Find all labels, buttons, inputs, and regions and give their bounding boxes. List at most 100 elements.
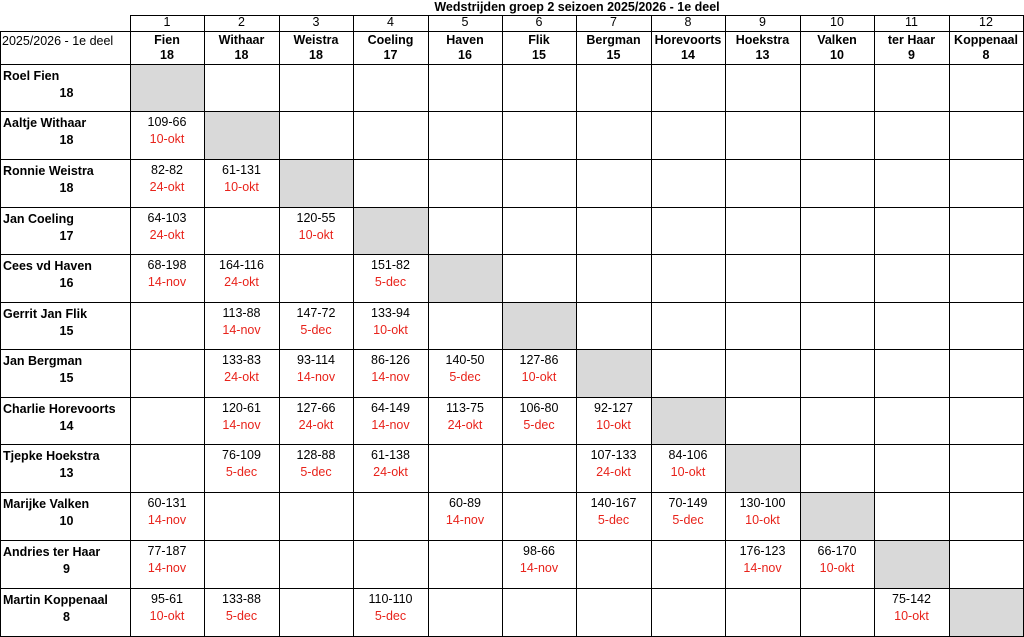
match-cell: 64-103 24-okt (130, 207, 204, 254)
column-header: ter Haar 9 (874, 31, 949, 64)
grid-line-horizontal (0, 349, 1024, 350)
match-score: 106-80 (519, 401, 559, 415)
match-date: 14-nov (743, 561, 782, 575)
column-header: Haven 16 (428, 31, 502, 64)
column-player-points: 17 (383, 48, 398, 62)
row-player-points: 18 (59, 133, 74, 147)
grid-line-horizontal (0, 540, 1024, 541)
match-date: 5-dec (449, 370, 481, 384)
match-cell: 61-131 10-okt (204, 159, 279, 207)
match-date: 24-okt (224, 275, 259, 289)
match-score: 133-83 (222, 353, 261, 367)
match-date: 14-nov (222, 418, 261, 432)
match-score: 113-75 (446, 401, 484, 415)
match-score: 75-142 (892, 592, 931, 606)
match-score: 64-149 (371, 401, 410, 415)
match-date: 5-dec (374, 609, 407, 623)
match-score: 120-55 (296, 211, 336, 225)
match-date: 14-nov (371, 370, 410, 384)
match-cell: 109-66 10-okt (130, 111, 204, 159)
grid-line-vertical (428, 15, 429, 637)
column-number: 5 (461, 15, 469, 29)
diagonal-cell (130, 64, 204, 111)
match-date: 24-okt (149, 180, 185, 194)
column-header: Koppenaal 8 (949, 31, 1023, 64)
diagonal-cell (279, 159, 353, 207)
match-cell: 82-82 24-okt (130, 159, 204, 207)
match-score: 93-114 (297, 353, 335, 367)
diagonal-cell (725, 444, 800, 492)
diagonal-cell (874, 540, 949, 588)
sheet-title: Wedstrijden groep 2 seizoen 2025/2026 - … (434, 0, 720, 14)
row-player-points: 17 (59, 229, 74, 243)
column-player-points: 18 (309, 48, 323, 62)
grid-line-horizontal (0, 64, 1024, 65)
match-score: 95-61 (151, 592, 183, 606)
row-header: Jan Bergman 15 (0, 349, 130, 397)
match-cell: 60-89 14-nov (428, 492, 502, 540)
diagonal-cell (353, 207, 428, 254)
match-score: 128-88 (296, 448, 336, 462)
match-score: 147-72 (296, 306, 336, 320)
match-score: 120-61 (222, 401, 261, 415)
match-date: 10-okt (894, 609, 929, 623)
match-date: 14-nov (147, 561, 187, 575)
row-header: Roel Fien 18 (0, 64, 130, 111)
match-score: 60-89 (449, 496, 481, 510)
match-date: 24-okt (298, 418, 334, 432)
grid-line-horizontal (0, 397, 1024, 398)
row-header: Marijke Valken 10 (0, 492, 130, 540)
match-score: 76-109 (222, 448, 261, 462)
column-player-points: 16 (458, 48, 472, 62)
grid-line-vertical (0, 31, 1, 637)
row-player-name: Aaltje Withaar (3, 116, 87, 130)
match-date: 14-nov (445, 513, 485, 527)
grid-line-vertical (279, 15, 280, 637)
match-cell: 113-75 24-okt (428, 397, 502, 444)
row-header: Ronnie Weistra 18 (0, 159, 130, 207)
match-date: 5-dec (225, 609, 258, 623)
grid-line-vertical (800, 15, 801, 637)
match-cell: 128-88 5-dec (279, 444, 353, 492)
match-cell: 60-131 14-nov (130, 492, 204, 540)
grid-line-vertical (502, 15, 503, 637)
match-score: 176-123 (739, 544, 786, 558)
column-number: 2 (238, 15, 245, 29)
match-date: 10-okt (745, 513, 780, 527)
match-cell: 151-82 5-dec (353, 254, 428, 302)
match-date: 10-okt (298, 228, 334, 242)
row-header: Cees vd Haven 16 (0, 254, 130, 302)
match-date: 24-okt (224, 370, 259, 384)
column-number: 9 (759, 15, 766, 29)
grid-line-horizontal (130, 15, 1024, 16)
row-player-points: 16 (59, 276, 74, 290)
grid-line-vertical (949, 15, 950, 637)
match-date: 24-okt (596, 465, 631, 479)
match-cell: 147-72 5-dec (279, 302, 353, 349)
grid-line-horizontal (0, 302, 1024, 303)
column-header: Coeling 17 (353, 31, 428, 64)
row-header: Aaltje Withaar 18 (0, 111, 130, 159)
row-player-points: 8 (63, 610, 70, 624)
row-header: Tjepke Hoekstra 13 (0, 444, 130, 492)
row-player-points: 15 (59, 324, 74, 338)
column-player-points: 15 (606, 48, 621, 62)
match-score: 70-149 (668, 496, 708, 510)
match-date: 5-dec (597, 513, 630, 527)
column-player-name: Valken (817, 33, 857, 47)
column-number: 12 (979, 15, 993, 29)
row-player-points: 18 (59, 86, 74, 100)
match-score: 164-116 (219, 258, 264, 272)
match-score: 84-106 (668, 448, 708, 462)
match-cell: 66-170 10-okt (800, 540, 874, 588)
row-player-points: 18 (59, 181, 74, 195)
match-score: 86-126 (371, 353, 410, 367)
grid-line-horizontal (0, 588, 1024, 589)
row-player-name: Tjepke Hoekstra (3, 449, 100, 463)
column-player-name: Koppenaal (954, 33, 1018, 47)
diagonal-cell (502, 302, 576, 349)
row-player-name: Ronnie Weistra (3, 164, 94, 178)
match-cell: 133-88 5-dec (204, 588, 279, 636)
row-header: Charlie Horevoorts 14 (0, 397, 130, 444)
match-cell: 113-88 14-nov (204, 302, 279, 349)
